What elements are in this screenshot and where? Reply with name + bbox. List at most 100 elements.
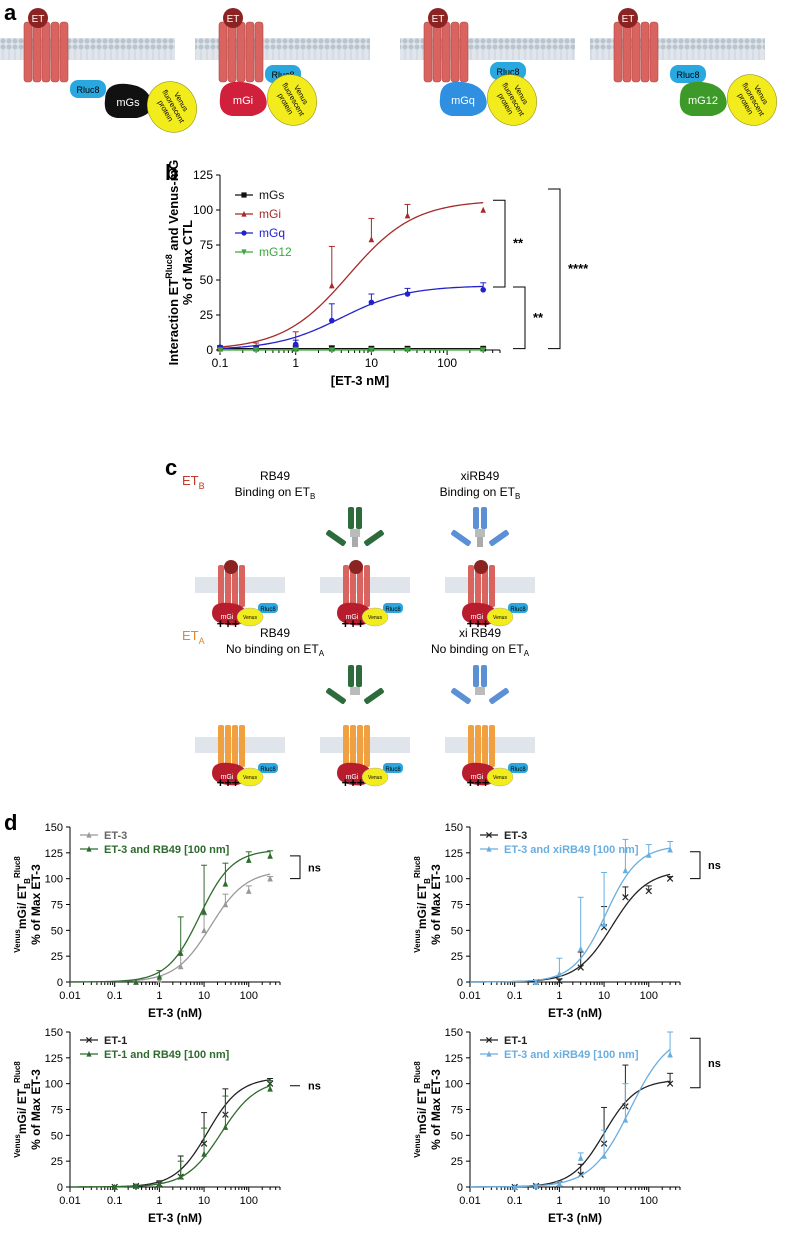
data-point <box>622 894 629 901</box>
legend-label: mGs <box>259 188 284 202</box>
result-etb: +++ <box>342 616 365 631</box>
y-tick-label: 150 <box>445 822 463 834</box>
legend-label: ET-1 <box>504 1035 527 1047</box>
ligand-icon <box>224 560 238 574</box>
data-point <box>217 347 223 354</box>
g-protein-label: mGi <box>233 95 253 107</box>
y-tick-label: 25 <box>451 1156 463 1168</box>
data-point <box>156 973 163 980</box>
etb-label: ETB <box>182 473 205 491</box>
ligand-label: ET <box>32 14 45 25</box>
ab-arm <box>356 507 362 529</box>
x-tick-label: 1 <box>156 1195 162 1207</box>
rluc8-blob <box>508 763 528 773</box>
receptor-helix <box>613 21 623 83</box>
receptor-helix <box>218 565 224 607</box>
x-tick-label: 0.1 <box>507 990 522 1002</box>
legend-label: mGi <box>259 207 281 221</box>
legend-entry: ET-3 <box>80 830 127 842</box>
ab-hinge <box>350 529 360 537</box>
y-tick-label: 125 <box>193 168 213 182</box>
y-tick-label: 50 <box>51 1130 63 1142</box>
data-point <box>177 949 184 956</box>
x-tick-label: 0.01 <box>59 1195 80 1207</box>
venus-blob <box>486 767 514 787</box>
ab-arm <box>348 665 354 687</box>
data-point <box>241 249 247 256</box>
ab-fab <box>489 688 509 704</box>
legend-label: ET-3 <box>504 830 527 842</box>
data-point <box>267 1085 273 1092</box>
rluc8-label: Rluc8 <box>496 67 519 77</box>
data-point <box>485 1036 493 1044</box>
venus-label: Venus <box>368 775 382 781</box>
y-axis-label: VenusmGi/ ETBRluc8% of Max ET-3 <box>413 856 443 953</box>
mgi-label: mGi <box>346 774 359 781</box>
series-et-1 <box>470 1064 674 1191</box>
mgi-label: mGi <box>471 614 484 621</box>
y-tick-label: 100 <box>193 203 213 217</box>
y-tick-label: 150 <box>45 1027 63 1039</box>
ligand-label: ET <box>227 14 240 25</box>
x-tick-label: 1 <box>556 990 562 1002</box>
ab-hinge <box>350 687 360 695</box>
bracket-mgq-mgs: ** <box>513 286 544 350</box>
data-point <box>666 875 674 882</box>
data-point <box>480 206 487 213</box>
ylabel-sup: Venus <box>413 929 422 953</box>
mgi-label: mGi <box>471 774 484 781</box>
data-point <box>133 1182 139 1189</box>
result-eta: +++ <box>342 775 365 790</box>
y-tick-label: 75 <box>200 238 214 252</box>
data-point <box>86 1050 92 1057</box>
receptor-helix <box>475 725 481 767</box>
receptor-helix <box>225 725 231 767</box>
y-tick-label: 100 <box>45 874 63 886</box>
bracket-ns: ns <box>290 855 321 880</box>
data-point <box>245 887 252 894</box>
fit-curve <box>219 202 484 348</box>
legend-entry: mGi <box>235 207 281 221</box>
rluc8-label: Rluc8 <box>510 607 526 613</box>
eta-sub: A <box>199 636 205 646</box>
data-point <box>556 970 563 977</box>
data-point <box>329 317 335 324</box>
significance-label: ** <box>533 310 544 325</box>
y-tick-label: 50 <box>451 925 463 937</box>
data-point <box>329 347 335 354</box>
data-point <box>577 1154 584 1161</box>
x-axis-label: ET-3 (nM) <box>548 1006 602 1020</box>
rluc8-label: Rluc8 <box>260 767 276 773</box>
venus-label: Venus <box>493 775 507 781</box>
bracket-ns: ns <box>690 1037 721 1089</box>
data-point <box>222 901 229 908</box>
data-point <box>156 1181 163 1188</box>
bracket-mgi-mgs: **** <box>548 188 589 350</box>
receptor-helix <box>239 565 245 607</box>
y-axis-label-line2: % of Max ET-3 <box>429 864 443 945</box>
y-tick-label: 0 <box>457 1182 463 1194</box>
series-et-3-and-xirb49-100-nm- <box>470 838 674 985</box>
data-point <box>245 856 252 863</box>
legend-label: ET-3 and xiRB49 [100 nm] <box>504 844 639 856</box>
venus-blob <box>361 767 389 787</box>
g-protein-blob <box>679 81 727 116</box>
data-point <box>486 845 492 852</box>
receptor-helix <box>245 21 255 83</box>
data-point <box>577 964 584 971</box>
eta-label: ETA <box>182 628 205 646</box>
data-point <box>622 1116 629 1123</box>
ylabel-sup: Rluc8 <box>413 1061 422 1083</box>
chart-b: 0 25 50 75 100 125 0.1 1 10 100 [ET-3 nM] Interacti… <box>164 160 589 388</box>
ab-arm <box>356 665 362 687</box>
antibody-title: xiRB49 <box>461 469 500 483</box>
ligand-icon <box>618 8 638 28</box>
y-axis-label-line1: Interaction ETRluc8 and Venus-mG <box>164 160 181 365</box>
data-point <box>480 347 487 354</box>
bracket-line <box>690 851 701 880</box>
